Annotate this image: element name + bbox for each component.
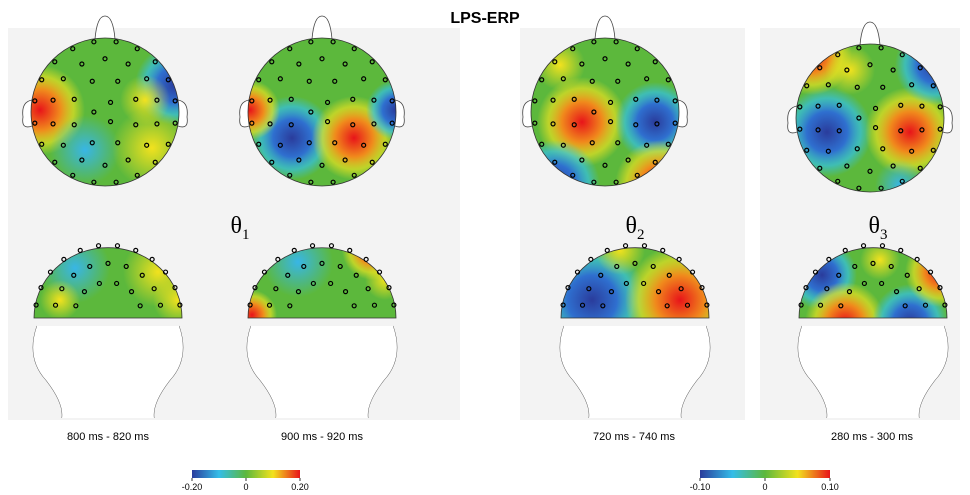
nose [595,16,615,39]
blob [120,75,170,125]
colorbar-tick-label: 0.10 [821,482,839,492]
time-label: 800 ms - 820 ms [67,431,149,443]
time-label: 280 ms - 300 ms [831,431,913,443]
theta-index: 2 [637,227,645,243]
colorbar-tick-label: -0.10 [690,482,711,492]
colorbar [700,470,830,478]
nose [95,16,115,39]
colorbar [192,470,300,478]
time-label: 900 ms - 920 ms [281,431,363,443]
theta-index: 3 [880,227,888,243]
theta-symbol: θ [869,213,881,239]
theta-index: 1 [242,227,250,243]
theta-symbol: θ [231,213,243,239]
blob [40,280,80,320]
nose [860,22,880,45]
theta-symbol: θ [626,213,638,239]
colorbar-tick-label: 0.20 [291,482,309,492]
colorbar-tick-label: 0 [762,482,767,492]
title: LPS-ERP [450,10,520,27]
colorbar-tick-label: 0 [243,482,248,492]
figure: LPS-ERP θ1 θ2 θ3 800 ms - 820 ms 900 ms … [0,0,970,495]
colorbar-tick-label: -0.20 [182,482,203,492]
nose [312,16,332,39]
time-label: 720 ms - 740 ms [593,431,675,443]
